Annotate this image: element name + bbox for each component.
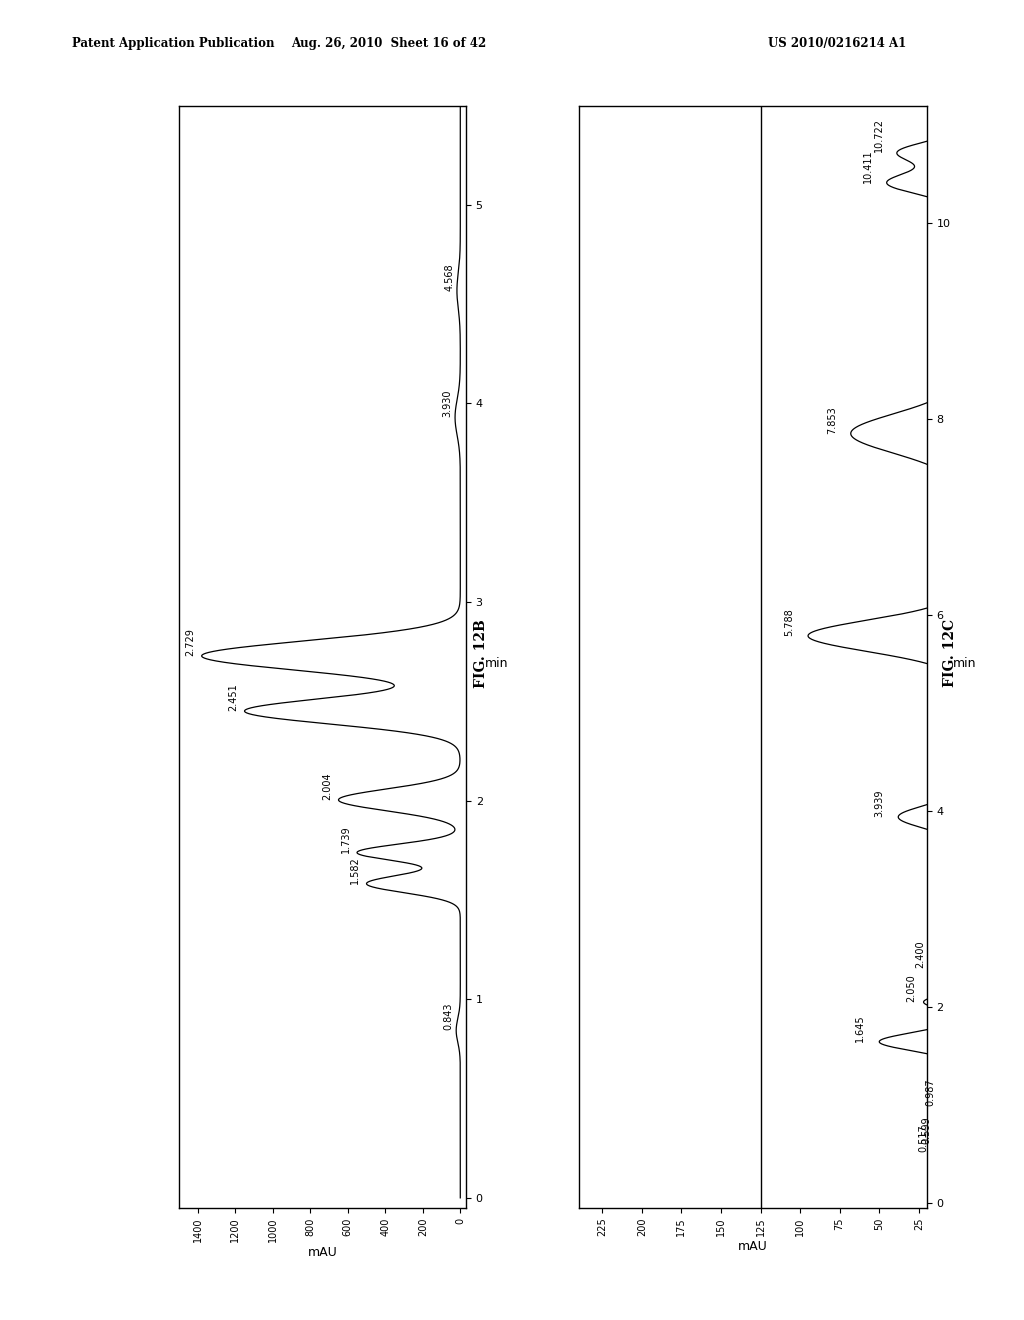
Text: 4.568: 4.568 [444,263,455,290]
Text: 0.843: 0.843 [443,1003,454,1031]
Text: 0.517: 0.517 [919,1125,929,1152]
Text: 3.930: 3.930 [442,389,453,417]
Text: 10.411: 10.411 [863,149,873,183]
Text: Aug. 26, 2010  Sheet 16 of 42: Aug. 26, 2010 Sheet 16 of 42 [292,37,486,50]
X-axis label: mAU: mAU [307,1246,338,1259]
Text: 1.645: 1.645 [855,1014,865,1041]
Text: 2.400: 2.400 [915,940,926,968]
Text: 2.004: 2.004 [323,772,332,800]
Text: 1.582: 1.582 [350,855,360,883]
Text: 2.729: 2.729 [185,628,196,656]
Text: 5.788: 5.788 [784,609,794,636]
Text: 2.050: 2.050 [906,974,915,1002]
Text: 0.987: 0.987 [925,1078,935,1106]
Text: 1.739: 1.739 [341,825,351,853]
Text: 2.451: 2.451 [228,684,239,711]
X-axis label: mAU: mAU [737,1241,768,1254]
Text: US 2010/0216214 A1: US 2010/0216214 A1 [768,37,906,50]
Text: Patent Application Publication: Patent Application Publication [72,37,274,50]
Text: 10.722: 10.722 [874,119,885,152]
Text: FIG. 12C: FIG. 12C [943,619,957,688]
Text: 0.599: 0.599 [922,1117,932,1144]
Text: 7.853: 7.853 [826,405,837,433]
Text: 3.939: 3.939 [874,789,885,817]
Y-axis label: min: min [485,657,508,669]
Y-axis label: min: min [952,657,976,669]
Text: FIG. 12B: FIG. 12B [474,619,488,688]
